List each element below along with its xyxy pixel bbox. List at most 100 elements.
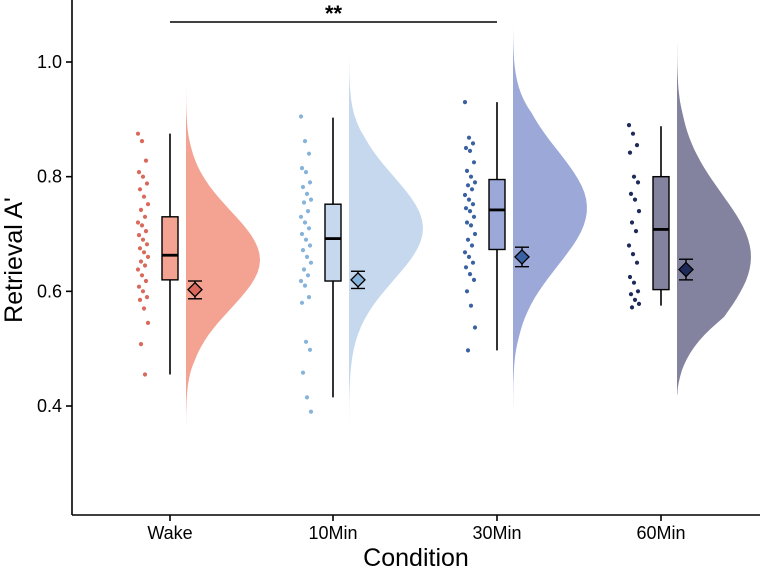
data-point [304,395,310,400]
violin-30min [513,27,587,424]
data-point [463,265,469,270]
mean-markers-layer [187,246,694,300]
x-tick-label: 30Min [472,523,521,543]
data-point [631,280,637,285]
data-point [636,209,642,214]
data-point [145,320,151,325]
data-point [472,325,478,330]
data-point [463,145,469,151]
data-point [145,202,151,207]
x-axis-title: Condition [363,544,469,572]
y-axis-title: Retrieval A' [0,197,28,323]
data-point [307,243,313,248]
data-point [136,284,142,289]
data-point [468,303,474,308]
data-point [145,254,151,259]
mean-diamond [678,261,694,278]
data-point [471,160,477,165]
data-point [135,267,141,272]
data-point [628,292,634,297]
data-point [300,184,306,190]
data-point [465,237,471,242]
box-30min [488,178,506,251]
x-tick-label: Wake [147,523,192,543]
data-point [140,174,146,179]
y-tick-label: 1.0 [37,52,62,72]
x-ticks: Wake 10Min 30Min 60Min [147,515,686,543]
data-point [138,259,144,264]
data-point [305,273,311,278]
data-point [298,114,304,119]
data-point [627,150,633,155]
data-point [299,166,305,171]
data-point [462,250,468,255]
data-point [632,197,638,202]
data-point [631,174,637,179]
data-point [136,170,142,175]
data-point [470,260,476,265]
data-point [303,170,309,175]
data-point [135,131,141,136]
data-point [466,135,472,140]
violin-layer [186,27,751,493]
data-point [470,202,476,207]
data-point [465,183,471,188]
boxplot-layer [161,102,670,398]
data-point [468,174,474,179]
data-point [308,260,314,265]
data-point [299,231,305,237]
data-point [300,248,306,253]
data-point [308,197,314,202]
data-point [144,295,150,300]
data-point [469,243,475,248]
x-tick-label: 10Min [308,523,357,543]
data-point [627,274,633,280]
data-point [464,220,470,225]
data-point [136,233,142,238]
data-point [303,237,309,242]
box-wake [161,216,179,281]
data-point [143,278,149,284]
data-point [626,123,632,128]
axes-layer [71,0,760,516]
data-point [469,187,475,192]
data-point [306,226,312,231]
data-point [138,207,144,212]
y-tick-label: 0.6 [37,281,62,301]
violin-60min [677,36,751,395]
data-point [634,143,640,148]
data-point [636,301,642,306]
data-point [467,148,473,153]
data-point [135,220,141,225]
data-point [302,220,308,225]
data-point [305,209,311,214]
data-point [471,214,477,219]
data-point [470,141,476,146]
data-point [626,243,632,248]
x-tick-label: 60Min [636,523,685,543]
data-point [635,289,641,294]
data-point [304,191,310,196]
data-point [140,237,146,242]
data-point [630,252,636,257]
data-point [633,229,639,234]
data-point [306,295,312,300]
data-point [141,250,147,255]
data-point [307,180,313,185]
data-point [304,254,310,259]
y-tick-label: 0.8 [37,167,62,187]
data-point [464,289,470,294]
data-point [142,214,148,219]
data-point [629,305,635,310]
data-point [144,242,150,247]
data-point [143,229,149,234]
data-point [298,278,304,284]
y-tick-label: 0.4 [37,396,62,416]
data-point [302,139,308,144]
data-point [302,283,308,288]
data-point [464,168,470,173]
data-point [308,409,314,414]
data-point [635,180,641,185]
data-point [634,260,640,265]
